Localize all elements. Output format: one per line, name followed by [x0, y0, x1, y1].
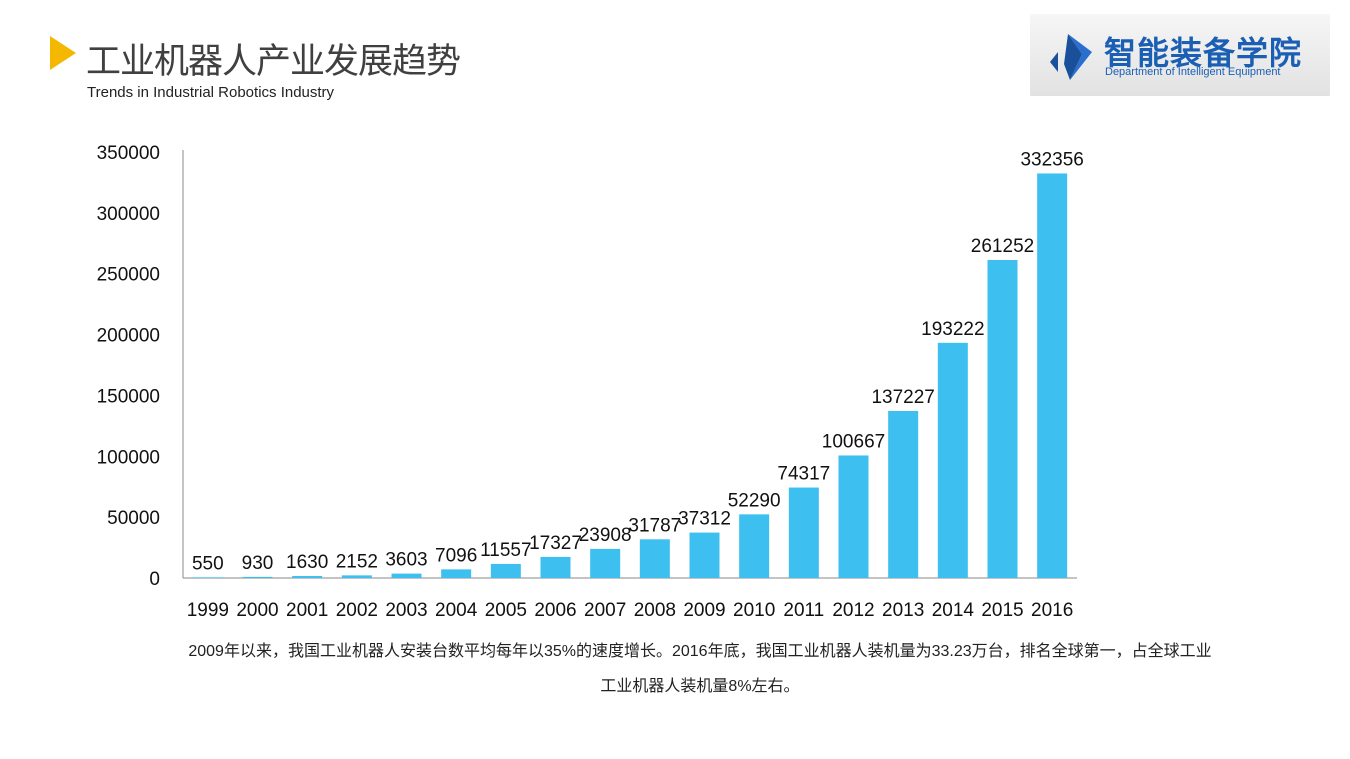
bar-2002 [341, 575, 372, 578]
bar-chart: 0 50000 100000 150000 200000 250000 300000 3500… [97, 143, 1084, 621]
bar-2011 [788, 487, 819, 578]
x-tick-label: 2007 [584, 600, 626, 621]
title-arrow-icon [50, 36, 76, 70]
data-label-2010: 52290 [728, 490, 781, 511]
x-tick-label: 2009 [683, 600, 725, 621]
x-tick-label: 2012 [832, 600, 874, 621]
y-tick-label: 100000 [97, 447, 160, 468]
x-tick-label: 2008 [634, 600, 676, 621]
data-label-2014: 193222 [921, 319, 984, 340]
x-tick-label: 2005 [485, 600, 527, 621]
data-label-2011: 74317 [777, 464, 830, 485]
data-label-2001: 1630 [286, 552, 328, 573]
x-tick-label: 2006 [534, 600, 576, 621]
x-tick-label: 2001 [286, 600, 328, 621]
bar-2000 [242, 576, 273, 578]
x-tick-label: 2002 [336, 600, 378, 621]
page-subtitle: Trends in Industrial Robotics Industry [87, 84, 335, 101]
caption-line-1: 2009年以来，我国工业机器人安装台数平均每年以35%的速度增长。2016年底，… [188, 643, 1212, 660]
y-tick-label: 50000 [107, 508, 160, 529]
y-tick-label: 150000 [97, 386, 160, 407]
data-label-2016: 332356 [1020, 149, 1083, 170]
x-tick-label: 2000 [236, 600, 278, 621]
bar-2015 [987, 260, 1018, 578]
data-label-2012: 100667 [822, 431, 885, 452]
bar-2006 [540, 556, 571, 578]
bar-2003 [391, 573, 422, 578]
data-label-2000: 930 [242, 553, 274, 574]
data-label-1999: 550 [192, 553, 224, 574]
y-tick-label: 300000 [97, 204, 160, 225]
page-title: 工业机器人产业发展趋势 [86, 42, 461, 82]
x-tick-label: 2011 [783, 600, 824, 621]
logo-name-cn: 智能装备学院 [1104, 34, 1303, 72]
data-label-2008: 31787 [628, 515, 681, 536]
bar-2001 [292, 576, 323, 578]
bar-2007 [590, 548, 621, 578]
data-label-2003: 3603 [385, 550, 427, 571]
bar-2004 [441, 569, 472, 578]
data-label-2009: 37312 [678, 509, 731, 530]
x-tick-label: 2014 [932, 600, 975, 621]
data-label-2006: 17327 [529, 533, 582, 554]
y-tick-label: 350000 [97, 143, 160, 164]
data-label-2013: 137227 [871, 387, 934, 408]
data-label-2002: 2152 [336, 551, 378, 572]
bar-2010 [739, 514, 770, 578]
x-tick-label: 2015 [981, 600, 1023, 621]
y-tick-label: 0 [149, 569, 160, 590]
logo: 智能装备学院 Department of Intelligent Equipme… [1030, 14, 1330, 96]
caption-line-2: 工业机器人装机量8%左右。 [600, 678, 800, 695]
bar-2005 [490, 563, 521, 578]
bar-2016 [1037, 173, 1068, 578]
bar-2012 [838, 455, 869, 578]
bar-2009 [689, 532, 720, 578]
y-tick-label: 250000 [97, 265, 160, 286]
logo-name-en: Department of Intelligent Equipment [1105, 66, 1281, 78]
data-label-2015: 261252 [971, 236, 1034, 257]
bar-2008 [639, 539, 670, 578]
data-label-2005: 11557 [480, 540, 531, 561]
x-tick-label: 2004 [435, 600, 478, 621]
x-tick-label: 1999 [187, 600, 229, 621]
data-label-2007: 23908 [579, 525, 632, 546]
bar-2013 [888, 410, 919, 578]
y-tick-label: 200000 [97, 326, 160, 347]
x-tick-label: 2013 [882, 600, 924, 621]
x-tick-label: 2016 [1031, 600, 1073, 621]
caption: 2009年以来，我国工业机器人安装台数平均每年以35%的速度增长。2016年底，… [60, 634, 1340, 704]
bar-1999 [192, 577, 223, 578]
x-tick-label: 2003 [385, 600, 427, 621]
data-label-2004: 7096 [435, 545, 477, 566]
bar-2014 [937, 342, 968, 578]
logo-arrow-icon [1050, 34, 1092, 80]
x-tick-label: 2010 [733, 600, 775, 621]
